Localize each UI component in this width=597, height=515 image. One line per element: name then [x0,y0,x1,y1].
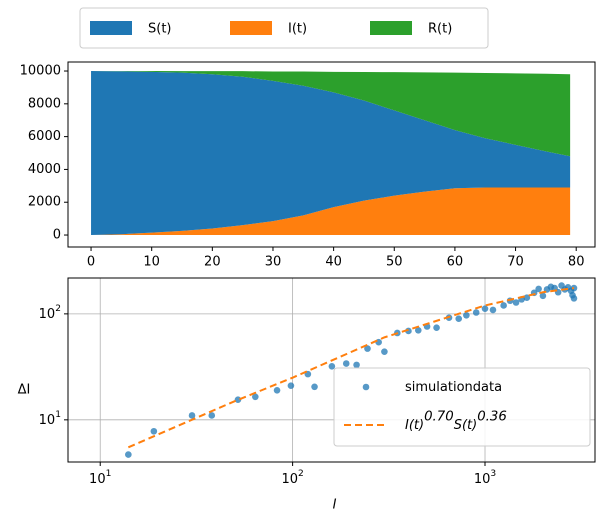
legend-box [79,7,489,49]
y-tick-label: 2000 [28,195,61,210]
x-tick-label: 102​ [281,469,303,487]
legend-label: R(t) [428,22,452,37]
axes-frame [67,61,596,248]
point [472,309,480,316]
point [311,383,318,391]
x-axis-label: I [333,498,337,513]
y-axis-label: ΔI [18,383,31,398]
x-tick-label: 40 [325,255,342,270]
legend-label: I(t)0.70​S(t)0.36​ [405,409,507,432]
x-tick-label: 20 [204,255,221,270]
fit-line [127,287,575,449]
point [328,363,336,370]
legend-label: simulationdata [405,380,502,395]
point [570,295,578,302]
x-tick-label: 30 [265,255,282,270]
point [535,285,542,293]
point [150,427,158,435]
legend-label: S(t) [148,22,172,37]
legend-label: I(t) [288,22,307,37]
point [481,305,489,312]
x-tick-label: 50 [386,255,403,270]
point [523,294,531,302]
y-tick-label: 10000 [20,64,61,79]
point [353,361,360,369]
point [234,396,242,403]
x-tick-label: 70 [507,255,524,270]
point [414,326,422,334]
x-tick-label: 101​ [89,469,111,487]
point [273,386,281,394]
point [512,299,520,306]
point [433,324,440,332]
point [381,348,388,355]
y-tick-label: 101​ [39,409,61,427]
legend-box [333,367,591,447]
point [364,345,371,352]
point [252,393,259,401]
point [188,412,196,419]
point [455,315,463,323]
x-tick-label: 103​ [474,469,497,487]
point [208,412,216,419]
legend-marker [362,383,370,391]
point [287,382,295,389]
area [91,187,571,236]
x-tick-label: 0 [87,255,95,270]
legend-swatch [230,21,272,35]
y-tick-label: 4000 [28,162,61,177]
point [489,306,497,314]
x-tick-label: 10 [143,255,160,270]
point [463,311,470,319]
legend-swatch [370,21,412,35]
axes-frame [67,277,596,463]
point [539,292,547,300]
x-tick-label: 80 [568,255,585,270]
legend-swatch [90,21,132,35]
y-tick-label: 8000 [28,96,61,111]
y-tick-label: 6000 [28,129,61,144]
point [500,302,507,309]
area [91,71,571,157]
y-tick-label: 102​ [39,304,61,322]
y-tick-label: 0 [53,228,61,243]
point [342,360,350,367]
point [125,451,132,458]
area [91,71,571,236]
x-tick-label: 60 [447,255,464,270]
